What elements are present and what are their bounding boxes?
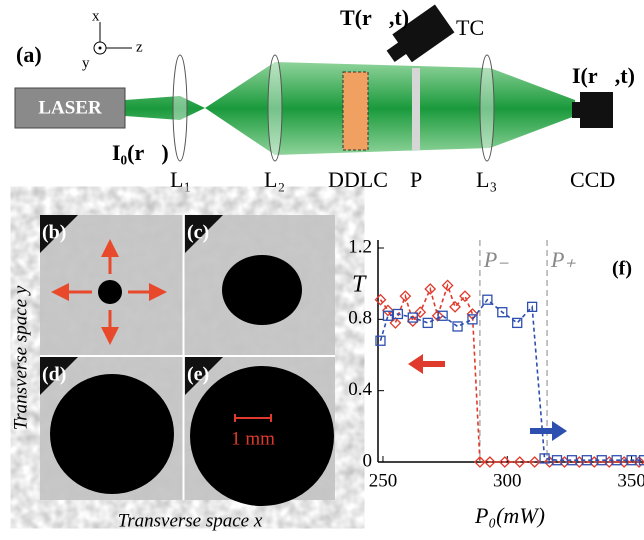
y-tick-label: 1.2: [348, 236, 372, 257]
axis-title: Transverse space x: [118, 510, 263, 531]
ccd-lens: [572, 102, 582, 118]
y-tick-label: 0.4: [348, 379, 372, 400]
axis-label: x: [92, 8, 100, 24]
y-axis-title: T: [352, 272, 367, 298]
spot: [50, 374, 174, 494]
x-axis-title: P₀(mW): [474, 503, 545, 528]
label: L₃: [476, 167, 497, 192]
label: I₀(r⃗): [112, 140, 169, 165]
panel-label: (a): [16, 42, 42, 67]
x-tick-label: 350: [617, 470, 644, 491]
panel-label: (d): [42, 364, 66, 386]
scale-label: 1 mm: [231, 428, 275, 449]
axis-label: z: [136, 39, 143, 55]
point: [453, 322, 462, 331]
spot: [98, 280, 122, 304]
label: L₂: [264, 167, 285, 192]
y-tick-label: 0: [363, 450, 373, 471]
label: L₁: [170, 167, 191, 192]
setup-diagram: (a) x z y LASER I₀(r⃗) L₁ L₂ DDLC P L₃ C…: [15, 5, 635, 193]
panel-label: (b): [42, 222, 66, 244]
chart: 0 0.4 0.8 1.2 250 300 350 P₋ P₊ (f) T P₀(mW): [348, 236, 644, 528]
x-tick-label: 300: [493, 470, 522, 491]
ccd: [580, 92, 613, 128]
lens: [173, 55, 187, 161]
panel-label: (f): [612, 258, 632, 280]
point: [383, 305, 393, 315]
point: [423, 318, 432, 327]
panel-label: (c): [187, 222, 209, 244]
polarizer: [412, 68, 420, 150]
label: DDLC: [328, 167, 388, 192]
label: I(r⃗,t): [572, 63, 635, 88]
direction-arrow: [408, 354, 445, 374]
label: T(r⃗,t): [340, 5, 409, 30]
axis-label: y: [82, 55, 90, 71]
axis-dot: [99, 47, 102, 50]
ddlc-cell: [343, 72, 368, 150]
laser-label: LASER: [38, 97, 102, 118]
lens: [268, 55, 282, 161]
figure: (a) x z y LASER I₀(r⃗) L₁ L₂ DDLC P L₃ C…: [0, 0, 644, 540]
x-tick-label: 250: [369, 470, 398, 491]
label: TC: [456, 15, 484, 40]
threshold-label: P₋: [483, 247, 509, 272]
series-line: [380, 285, 639, 462]
images: (b) (c) (d) (e) 1 mm Transverse space y …: [10, 215, 335, 531]
direction-arrow: [530, 421, 567, 441]
label: P: [410, 167, 422, 192]
label: CCD: [570, 167, 615, 192]
y-tick-label: 0.8: [348, 308, 372, 329]
panel-label: (e): [187, 364, 209, 386]
axis-title: Transverse space y: [10, 285, 31, 430]
spot: [222, 255, 302, 325]
threshold-label: P₊: [550, 247, 576, 272]
lens: [480, 55, 494, 161]
